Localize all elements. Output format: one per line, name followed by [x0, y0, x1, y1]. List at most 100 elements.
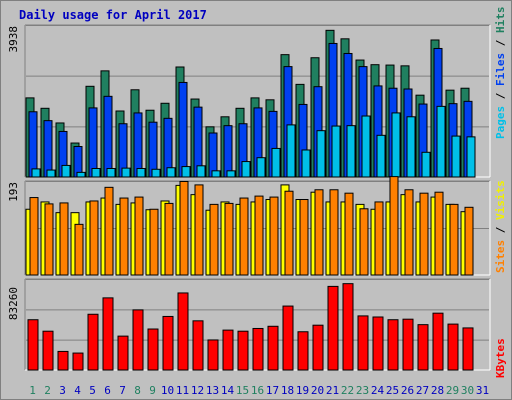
day-label: 2	[44, 384, 51, 397]
middle-panel-legend-part: Sites	[494, 240, 507, 273]
day-label: 24	[371, 384, 385, 397]
sites-bar	[104, 186, 114, 276]
top-panel-legend-part: Pages	[494, 106, 507, 139]
sites-bar	[29, 197, 39, 276]
kbytes-bar	[312, 324, 324, 371]
day-label: 18	[281, 384, 294, 397]
pages-bar	[61, 164, 71, 178]
kbytes-bar	[282, 305, 294, 371]
kbytes-bar	[162, 315, 174, 371]
pages-bar	[271, 147, 281, 178]
sites-bar	[209, 203, 219, 276]
kbytes-bar	[72, 352, 84, 371]
pages-bar	[406, 116, 416, 178]
day-label: 29	[446, 384, 459, 397]
pages-bar	[301, 149, 311, 178]
sites-bar	[419, 192, 429, 276]
day-label: 28	[431, 384, 444, 397]
pages-bar	[256, 157, 266, 178]
kbytes-bar	[252, 327, 264, 371]
sites-bar	[44, 203, 54, 276]
day-label: 7	[119, 384, 126, 397]
sites-bar	[284, 190, 294, 276]
day-label: 8	[134, 384, 141, 397]
pages-bar	[376, 134, 386, 178]
pages-bar	[121, 167, 131, 178]
pages-bar	[436, 105, 446, 178]
sites-bar	[89, 200, 99, 276]
kbytes-bar	[297, 331, 309, 371]
day-label: 4	[74, 384, 81, 397]
panel-hits-files-pages: 3938 Pages / Files / Hits	[7, 7, 507, 178]
day-label: 27	[416, 384, 429, 397]
kbytes-bar	[327, 285, 339, 371]
pages-bar	[241, 161, 251, 178]
kbytes-bar	[207, 339, 219, 371]
sites-bar	[134, 196, 144, 276]
day-label: 9	[149, 384, 156, 397]
pages-bar	[151, 168, 161, 178]
middle-panel-legend: Sites / Visits	[494, 180, 507, 273]
pages-bar	[361, 115, 371, 178]
day-label: 26	[401, 384, 414, 397]
sites-bar	[224, 202, 234, 276]
pages-bar	[31, 168, 41, 178]
kbytes-bar	[402, 318, 414, 371]
sites-bar	[269, 196, 279, 276]
pages-bar	[391, 112, 401, 178]
day-label: 1	[29, 384, 36, 397]
sites-bar	[149, 208, 159, 276]
sites-bar	[344, 192, 354, 276]
kbytes-bar	[342, 283, 354, 371]
top-panel-legend-part: Hits	[494, 7, 507, 34]
kbytes-bar	[447, 323, 459, 371]
middle-panel-max-label: 193	[7, 182, 20, 202]
pages-bar	[451, 135, 461, 178]
top-panel-max-label: 3938	[7, 26, 20, 53]
pages-bar	[106, 168, 116, 178]
kbytes-bar	[147, 328, 159, 371]
pages-bar	[196, 165, 206, 178]
day-label: 11	[176, 384, 189, 397]
sites-bar	[119, 197, 129, 276]
kbytes-bar	[372, 316, 384, 371]
sites-bar	[179, 180, 189, 276]
kbytes-bar	[42, 330, 54, 371]
sites-bar	[314, 189, 324, 276]
pages-bar	[136, 168, 146, 178]
kbytes-bar	[132, 309, 144, 371]
day-label: 14	[221, 384, 235, 397]
top-panel-legend-part: /	[494, 33, 507, 53]
middle-panel-legend-part: /	[494, 220, 507, 240]
kbytes-bar	[237, 330, 249, 371]
kbytes-bar	[117, 335, 129, 371]
kbytes-bar	[102, 297, 114, 371]
day-label: 17	[266, 384, 279, 397]
kbytes-bar	[177, 292, 189, 371]
day-label: 25	[386, 384, 399, 397]
kbytes-bar	[462, 327, 474, 371]
sites-bar	[299, 199, 309, 276]
sites-bar	[464, 206, 474, 276]
sites-bar	[359, 208, 369, 276]
kbytes-bar	[387, 319, 399, 371]
pages-bar	[226, 170, 236, 178]
day-label: 15	[236, 384, 249, 397]
day-label: 12	[191, 384, 204, 397]
pages-bar	[466, 136, 476, 178]
kbytes-bar	[417, 324, 429, 371]
files-bar	[103, 95, 113, 178]
sites-bar	[434, 191, 444, 276]
day-axis: 1 2 3 4 5 6 7 8 9 10 11 12 13 14 15 16 17 18 19 20 21 22 23 24 2…	[29, 384, 489, 397]
sites-bar	[239, 197, 249, 276]
sites-bar	[449, 203, 459, 276]
middle-panel-legend-part: Visits	[494, 180, 507, 220]
kbytes-bar	[192, 320, 204, 371]
day-label: 13	[206, 384, 219, 397]
sites-bar	[389, 176, 399, 276]
kbytes-bar	[267, 325, 279, 371]
pages-bar	[331, 125, 341, 178]
pages-bar	[91, 168, 101, 178]
files-bar	[178, 81, 188, 178]
